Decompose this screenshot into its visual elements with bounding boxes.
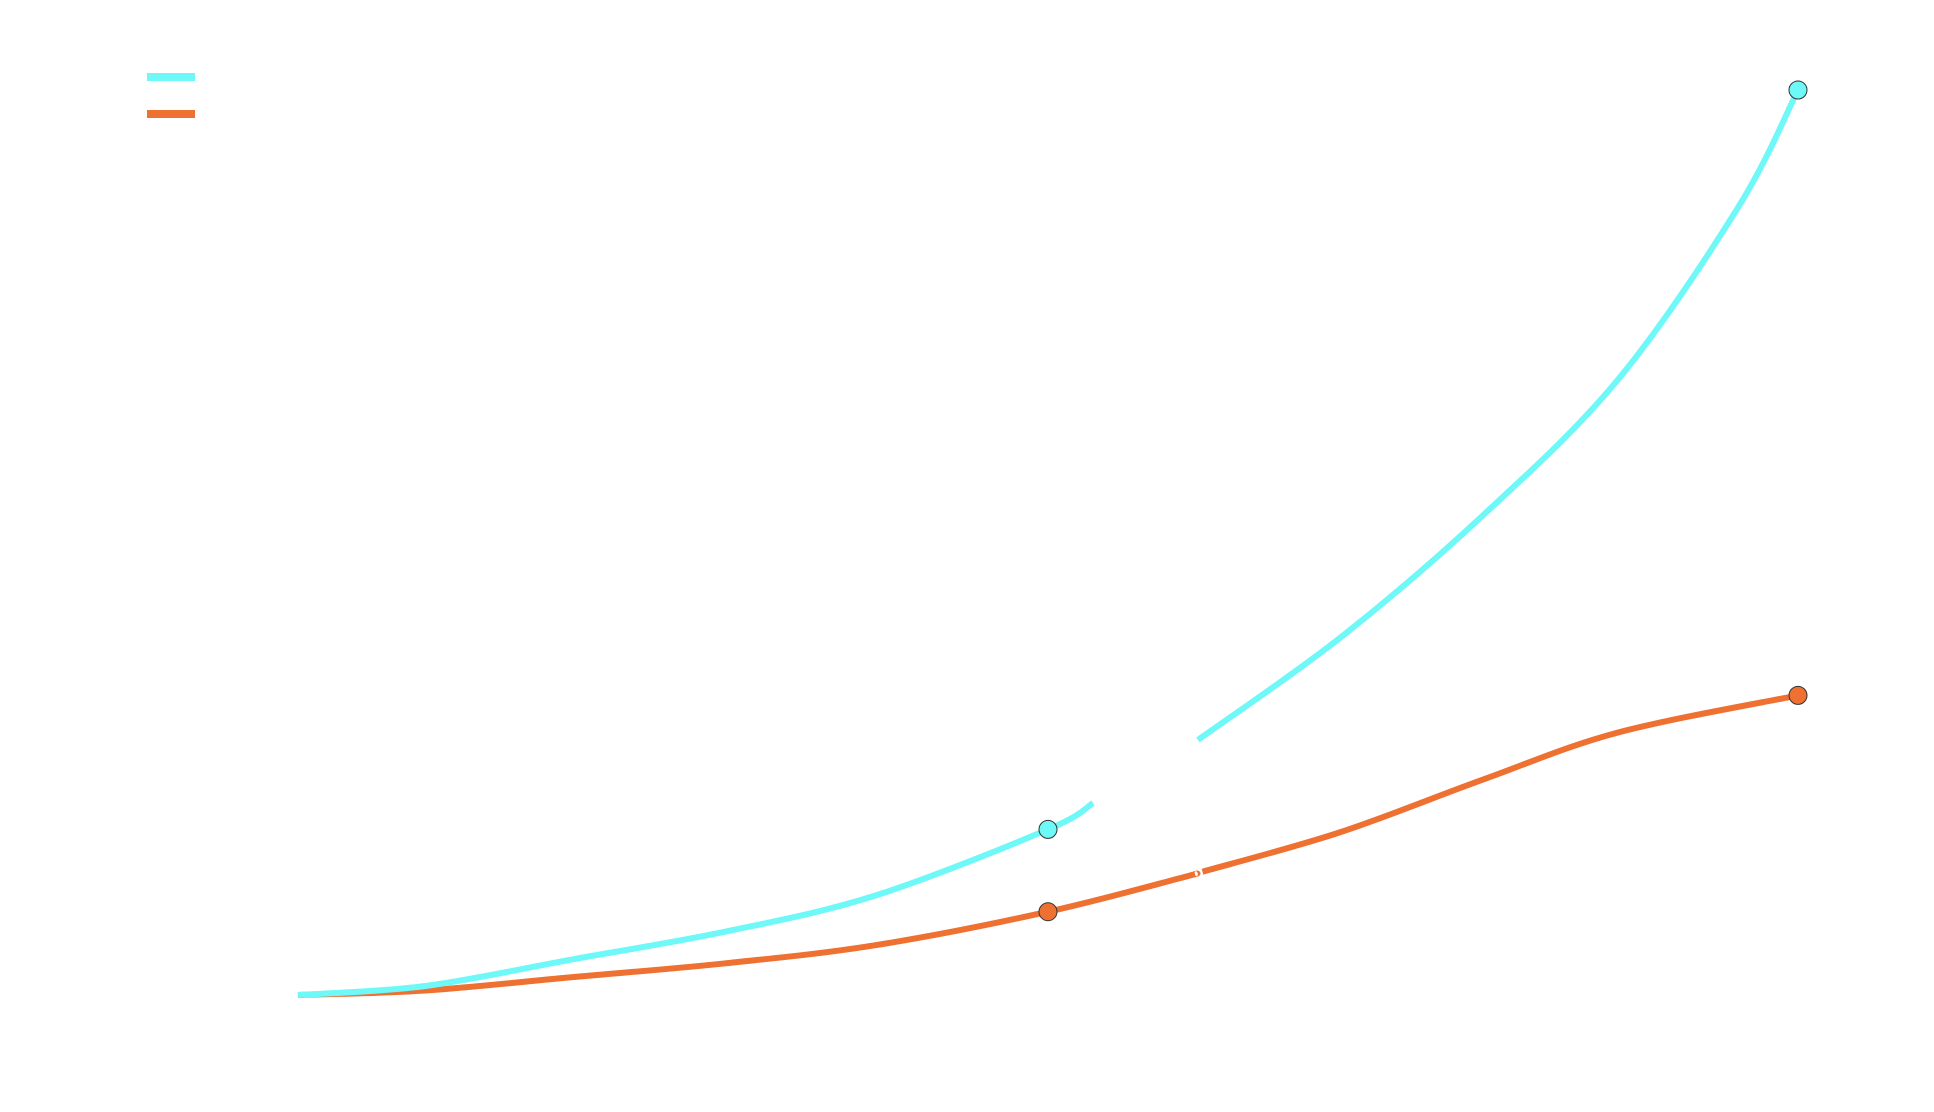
series-1-marker <box>1788 80 1808 100</box>
series-layer <box>297 80 1808 998</box>
series-1 <box>297 80 1808 998</box>
series-2-line-segment <box>1201 692 1799 875</box>
legend-swatch-series-1 <box>147 73 195 81</box>
series-1-marker <box>1038 819 1058 839</box>
series-1-line-segment <box>1196 88 1801 743</box>
series-2-line-segment <box>297 870 1201 998</box>
series-2-marker <box>1788 685 1808 705</box>
legend-swatch-series-2 <box>147 110 195 118</box>
series-2 <box>297 685 1808 998</box>
series-1-line-segment <box>297 800 1095 998</box>
legend <box>147 73 195 118</box>
series-2-marker <box>1038 902 1058 922</box>
